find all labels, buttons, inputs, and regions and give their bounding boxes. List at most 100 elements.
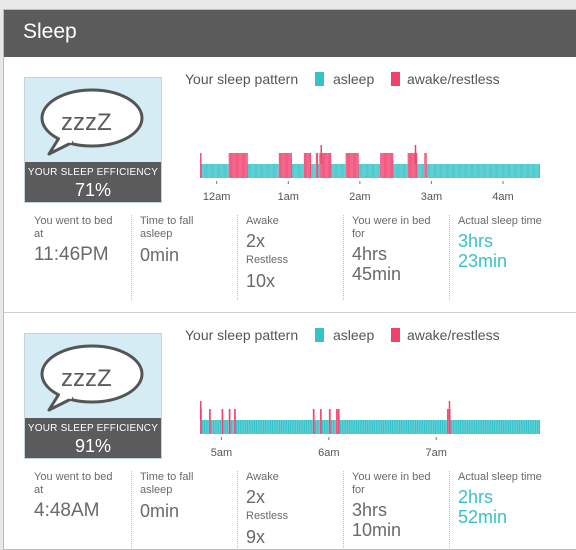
asleep-band <box>200 420 540 434</box>
awake-interval-bar <box>278 153 292 178</box>
awake-interval-bar <box>234 409 236 434</box>
sleep-efficiency-badge: zzzZ YOUR SLEEP EFFICIENCY 91% <box>24 333 162 459</box>
awake-interval-bar <box>336 409 340 434</box>
awake-interval-bar <box>200 153 202 178</box>
bedtime-stat: You went to bed at 4:48AM <box>26 471 122 549</box>
speech-bubble-icon: zzzZ <box>40 344 144 412</box>
actual-sleep-stat: Actual sleep time 2hrs 52min <box>449 471 558 549</box>
fall-asleep-stat: Time to fall asleep 0min <box>131 215 228 300</box>
awake-interval-bar <box>319 153 332 178</box>
x-tick-label: 1am <box>278 191 299 203</box>
awake-interval-bar <box>208 409 211 434</box>
actual-sleep-label: Actual sleep time <box>458 471 542 483</box>
x-tick-label: 5am <box>211 447 232 459</box>
fall-asleep-value: 0min <box>140 501 180 521</box>
awake-interval-bar <box>221 409 224 434</box>
asleep-legend-label: asleep <box>333 71 375 87</box>
page-title: Sleep <box>23 20 77 43</box>
awake-legend-swatch <box>391 328 400 342</box>
asleep-legend-swatch <box>315 72 324 86</box>
awake-label: Awake <box>246 215 279 227</box>
awake-interval-bar <box>228 153 248 178</box>
actual-sleep-minutes: 23min <box>458 251 508 271</box>
x-tick-label: 2am <box>349 191 370 203</box>
awake-restless-stat: Awake 2x Restless 10x <box>237 215 334 300</box>
sleep-session-2: zzzZ YOUR SLEEP EFFICIENCY 91% Your slee… <box>4 312 576 549</box>
fall-asleep-label: Time to fall asleep <box>140 471 194 496</box>
actual-sleep-stat: Actual sleep time 3hrs 23min <box>449 215 558 300</box>
bedtime-value: 4:48AM <box>34 500 100 521</box>
awake-restless-stat: Awake 2x Restless 9x <box>237 471 334 549</box>
awake-interval-bar <box>303 153 311 178</box>
bedtime-label: You went to bed at <box>34 471 113 496</box>
sleep-session-1: zzzZ YOUR SLEEP EFFICIENCY 71% Your slee… <box>4 57 576 311</box>
actual-sleep-label: Actual sleep time <box>458 215 542 227</box>
awake-interval-bar <box>200 409 202 434</box>
x-tick-label: 7am <box>426 447 447 459</box>
awake-spike <box>320 145 322 164</box>
in-bed-label: You were in bed for <box>352 215 431 240</box>
awake-interval-bar <box>345 153 359 178</box>
svg-text:zzzZ: zzzZ <box>61 109 112 136</box>
in-bed-hours: 4hrs <box>352 244 388 264</box>
in-bed-hours: 3hrs <box>352 500 388 520</box>
awake-interval-bar <box>315 153 319 178</box>
awake-interval-bar <box>228 409 231 434</box>
sleep-efficiency-label: YOUR SLEEP EFFICIENCY <box>27 167 159 178</box>
in-bed-stat: You were in bed for 4hrs 45min <box>343 215 440 300</box>
awake-interval-bar <box>312 409 315 434</box>
fall-asleep-stat: Time to fall asleep 0min <box>131 471 228 549</box>
in-bed-minutes: 45min <box>352 264 402 284</box>
x-tick-label: 12am <box>203 191 231 203</box>
bedtime-label: You went to bed at <box>34 215 113 240</box>
sleep-header: Sleep <box>4 10 576 57</box>
in-bed-minutes: 10min <box>352 520 402 540</box>
x-tick-label: 3am <box>421 191 442 203</box>
svg-text:zzzZ: zzzZ <box>61 365 112 392</box>
awake-interval-bar <box>380 153 394 178</box>
sleep-efficiency-value: 91% <box>74 436 112 456</box>
asleep-legend-label: asleep <box>333 327 375 343</box>
awake-spike <box>200 401 202 420</box>
actual-sleep-hours: 3hrs <box>458 231 494 251</box>
awake-spike <box>448 401 451 420</box>
bedtime-value: 11:46PM <box>34 244 109 265</box>
speech-bubble-icon: zzzZ <box>40 88 144 156</box>
sleep-widget: Sleep zzzZ YOUR SLEEP EFFICIENCY 71% You… <box>3 9 576 550</box>
awake-interval-bar <box>319 409 322 434</box>
restless-label: Restless <box>246 254 289 266</box>
awake-interval-bar <box>407 153 418 178</box>
in-bed-stat: You were in bed for 3hrs 10min <box>343 471 440 549</box>
awake-interval-bar <box>328 409 331 434</box>
awake-value: 2x <box>246 231 266 251</box>
x-tick-label: 4am <box>492 191 513 203</box>
restless-label: Restless <box>246 510 289 522</box>
awake-legend-swatch <box>391 72 400 86</box>
bedtime-stat: You went to bed at 11:46PM <box>26 215 122 300</box>
asleep-legend-swatch <box>315 328 324 342</box>
fall-asleep-label: Time to fall asleep <box>140 215 194 240</box>
x-tick-label: 6am <box>318 447 339 459</box>
awake-legend-label: awake/restless <box>407 327 500 343</box>
restless-value: 9x <box>246 527 266 547</box>
sleep-efficiency-badge: zzzZ YOUR SLEEP EFFICIENCY 71% <box>24 77 162 203</box>
sleep-efficiency-value: 71% <box>74 180 112 200</box>
restless-value: 10x <box>246 271 276 291</box>
fall-asleep-value: 0min <box>140 245 180 265</box>
actual-sleep-minutes: 52min <box>458 507 508 527</box>
awake-label: Awake <box>246 471 279 483</box>
in-bed-label: You were in bed for <box>352 471 431 496</box>
awake-interval-bar <box>446 409 451 434</box>
awake-spike <box>414 145 417 164</box>
sleep-efficiency-label: YOUR SLEEP EFFICIENCY <box>27 423 159 434</box>
sleep-efficiency-caption: YOUR SLEEP EFFICIENCY 91% <box>25 418 161 458</box>
sleep-efficiency-caption: YOUR SLEEP EFFICIENCY 71% <box>25 162 161 202</box>
sleep-pattern-title: Your sleep pattern <box>185 327 299 343</box>
sleep-pattern-title: Your sleep pattern <box>185 71 299 87</box>
sleep-pattern-chart: 5am 6am 7am <box>199 401 540 459</box>
actual-sleep-hours: 2hrs <box>458 487 494 507</box>
awake-value: 2x <box>246 487 266 507</box>
awake-interval-bar <box>424 153 427 178</box>
awake-legend-label: awake/restless <box>407 71 500 87</box>
sleep-pattern-chart: 12am 1am 2am 3am 4am <box>199 145 540 203</box>
